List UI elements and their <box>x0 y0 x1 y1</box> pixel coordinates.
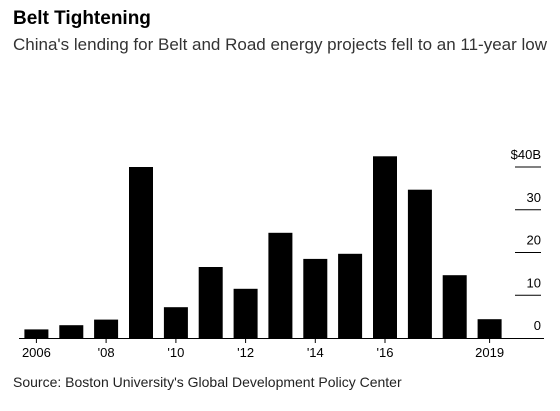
bar-2015 <box>338 253 363 338</box>
bar-2008 <box>94 319 119 338</box>
bar-2014 <box>303 258 328 338</box>
chart-subtitle: China's lending for Belt and Road energy… <box>13 35 548 54</box>
bar-2010 <box>163 307 188 338</box>
x-tick-label-2019: 2019 <box>475 345 504 360</box>
bar-2007 <box>59 325 84 338</box>
bar-2006 <box>24 329 49 338</box>
y-tick-label-0: 0 <box>534 318 541 333</box>
bar-2018 <box>442 275 467 338</box>
chart-title: Belt Tightening <box>13 8 151 29</box>
y-tick-label-10: 10 <box>527 275 541 290</box>
bar-2009 <box>129 167 153 338</box>
x-tick-label-2008: '08 <box>98 345 115 360</box>
bar-2017 <box>407 189 432 338</box>
x-tick-label-2010: '10 <box>167 345 184 360</box>
x-tick-label-2012: '12 <box>237 345 254 360</box>
x-tick-label-2006: 2006 <box>22 345 51 360</box>
bar-2019 <box>477 319 502 338</box>
bar-2016 <box>373 156 397 338</box>
bar-2013 <box>268 232 293 338</box>
source-note: Source: Boston University's Global Devel… <box>13 374 402 390</box>
y-tick-label-20: 20 <box>527 233 541 248</box>
bar-2012 <box>233 288 258 338</box>
bar-2011 <box>198 267 223 338</box>
x-tick-label-2014: '14 <box>307 345 324 360</box>
y-tick-label-40: $40B <box>511 147 541 162</box>
y-tick-label-30: 30 <box>527 190 541 205</box>
x-tick-label-2016: '16 <box>377 345 394 360</box>
